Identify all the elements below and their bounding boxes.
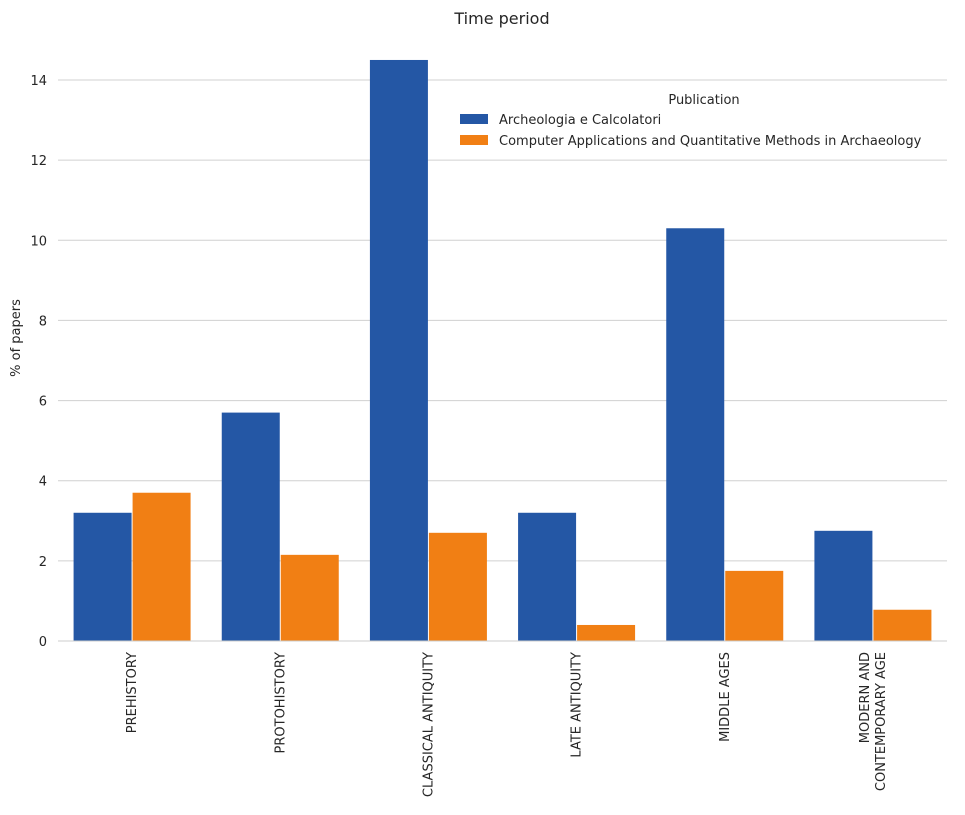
chart-title: Time period [453, 9, 549, 28]
legend-swatch [460, 114, 488, 124]
gridlines [58, 79, 947, 562]
bar-archeologia [518, 512, 577, 641]
y-axis-ticks: 0 2 4 6 8 10 12 14 [30, 74, 47, 650]
y-tick-label: 10 [30, 234, 47, 249]
bar-caa [725, 570, 784, 641]
bar-archeologia [369, 59, 428, 641]
bar-caa [873, 609, 932, 641]
bar-caa [132, 492, 191, 641]
x-tick-label: LATE ANTIQUITY [570, 652, 585, 758]
y-tick-label: 8 [39, 314, 47, 329]
bar-archeologia [73, 512, 132, 641]
bar-archeologia [221, 412, 280, 641]
x-tick-label: MODERN ANDCONTEMPORARY AGE [858, 652, 889, 791]
bars [73, 59, 932, 641]
legend: Publication Archeologia e Calcolatori Com… [460, 93, 922, 149]
y-axis-label: % of papers [9, 299, 24, 377]
y-tick-label: 12 [30, 154, 47, 169]
y-tick-label: 2 [39, 555, 47, 570]
x-tick-label: PROTOHISTORY [273, 652, 288, 754]
x-axis-ticks: PREHISTORY PROTOHISTORY CLASSICAL ANTIQUIT… [125, 652, 889, 797]
x-tick-label: PREHISTORY [125, 652, 140, 733]
y-tick-label: 0 [39, 635, 47, 650]
x-tick-label: CLASSICAL ANTIQUITY [421, 652, 436, 797]
y-tick-label: 6 [39, 395, 47, 410]
legend-swatch [460, 135, 488, 145]
legend-title: Publication [668, 93, 739, 108]
x-tick-label: MIDDLE AGES [718, 652, 733, 742]
bar-caa [428, 532, 487, 641]
bar-archeologia [666, 228, 725, 641]
y-tick-label: 14 [30, 74, 47, 89]
bar-caa [280, 554, 339, 641]
legend-label: Computer Applications and Quantitative M… [499, 134, 922, 149]
bar-caa [577, 624, 636, 641]
legend-label: Archeologia e Calcolatori [499, 113, 661, 128]
bar-archeologia [814, 530, 873, 641]
y-tick-label: 4 [39, 475, 47, 490]
